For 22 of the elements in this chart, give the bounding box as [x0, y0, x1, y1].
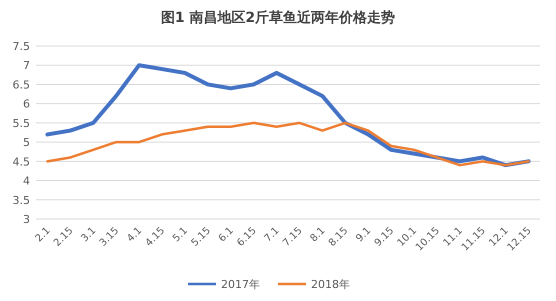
y-tick-label: 7.5 [12, 40, 30, 53]
x-tick-label: 7.1 [262, 225, 282, 244]
y-tick-label: 6 [23, 98, 30, 111]
x-tick-label: 3.1 [79, 225, 98, 244]
x-tick-label: 2.1 [34, 225, 53, 244]
y-tick-label: 4.5 [12, 155, 30, 168]
legend-label: 2018年 [311, 278, 350, 291]
legend-label: 2017年 [221, 278, 260, 291]
x-tick-label: 9.1 [354, 225, 374, 244]
y-tick-label: 5 [23, 136, 30, 150]
x-tick-label: 6.1 [216, 225, 236, 244]
y-tick-label: 3.5 [12, 194, 30, 207]
x-tick-label: 8.1 [308, 225, 328, 244]
y-tick-label: 7 [23, 59, 30, 72]
y-tick-label: 6.5 [12, 78, 30, 92]
y-tick-label: 3 [23, 213, 30, 226]
y-tick-label: 4 [23, 174, 30, 188]
x-tick-label: 4.1 [125, 225, 144, 244]
x-tick-label: 5.1 [171, 225, 190, 244]
line-series [46, 122, 530, 166]
y-tick-label: 5.5 [12, 116, 30, 130]
chart-title: 图1 南昌地区2斤草鱼近两年价格走势 [160, 9, 396, 26]
